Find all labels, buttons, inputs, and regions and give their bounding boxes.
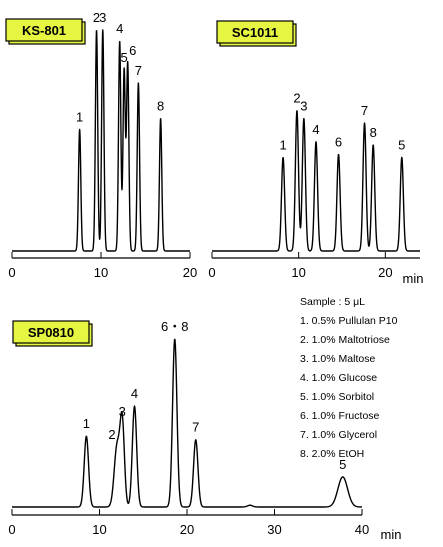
legend-item: 1. 0.5% Pullulan P10 — [300, 315, 398, 327]
x-tick-label: 0 — [8, 265, 15, 280]
x-tick-label: 20 — [180, 522, 194, 537]
legend-item: 3. 1.0% Maltose — [300, 353, 375, 365]
peak-label: 1 — [279, 137, 286, 152]
peak-label: 4 — [312, 122, 319, 137]
panel-sc1011: SC1011 0 10 20 1 234 6 78 5 min — [208, 20, 424, 286]
x-tick-label: 0 — [208, 265, 215, 280]
x-tick-label: 10 — [291, 265, 305, 280]
peak-label: 1 — [83, 416, 90, 431]
x-tick-label: 40 — [355, 522, 369, 537]
chromatogram-line-sc1011 — [211, 110, 421, 252]
legend-item: 5. 1.0% Sorbitol — [300, 391, 374, 403]
peak-labels-sp0810: 1 234 6・8 7 5 — [83, 319, 347, 472]
x-tick-label: 20 — [183, 265, 197, 280]
peak-label: 1 — [76, 109, 83, 124]
legend-item: 4. 1.0% Glucose — [300, 372, 377, 384]
column-label-sp0810-text: SP0810 — [28, 325, 74, 340]
legend-item: 8. 2.0% EtOH — [300, 448, 364, 460]
column-label-sc1011-text: SC1011 — [232, 25, 278, 40]
legend-item: 7. 1.0% Glycerol — [300, 429, 377, 441]
sample-legend: Sample : 5 μL 1. 0.5% Pullulan P10 2. 1.0… — [300, 296, 398, 460]
peak-label: 2 — [93, 10, 100, 25]
peak-labels-sc1011: 1 234 6 78 5 — [279, 91, 405, 153]
x-tick-label: 0 — [8, 522, 15, 537]
peak-label: 3 — [119, 404, 126, 419]
peak-label: 3 — [300, 98, 307, 113]
peak-labels-ks801: 1 234 5 6 7 8 — [76, 10, 164, 124]
legend-item: 6. 1.0% Fructose — [300, 410, 380, 422]
peak-label: 5 — [398, 137, 405, 152]
peak-label: 6 — [129, 43, 136, 58]
x-tick-label: 10 — [92, 522, 106, 537]
peak-label: 4 — [131, 386, 138, 401]
peak-label: 4 — [116, 21, 123, 36]
panel-sp0810: SP0810 0 10 20 30 40 1 234 6・8 7 5 min — [8, 319, 401, 542]
panel-ks801: KS-801 0 10 20 1 234 5 6 7 8 — [5, 10, 197, 280]
x-unit-sc1011: min — [403, 271, 424, 286]
legend-items: 1. 0.5% Pullulan P10 2. 1.0% Maltotriose 3… — [300, 315, 398, 460]
column-label-ks801: KS-801 — [5, 18, 86, 45]
legend-title: Sample : 5 μL — [300, 296, 365, 308]
x-unit-sp0810: min — [381, 527, 402, 542]
peak-label: 6・8 — [161, 319, 188, 334]
peak-label: 2 — [293, 91, 300, 106]
trace-ks801 — [11, 29, 191, 252]
trace-sc1011 — [211, 110, 421, 252]
chromatogram-line-sp0810 — [11, 338, 363, 508]
peak-label: 5 — [339, 457, 346, 472]
x-tick-label: 20 — [378, 265, 392, 280]
peak-label: 2 — [108, 427, 115, 442]
column-label-ks801-text: KS-801 — [22, 23, 66, 38]
peak-label: 7 — [361, 103, 368, 118]
chromatogram-line-ks801 — [11, 29, 191, 252]
peak-label: 8 — [370, 125, 377, 140]
x-tick-label: 10 — [94, 265, 108, 280]
peak-label: 7 — [192, 420, 199, 435]
trace-sp0810 — [11, 338, 363, 508]
peak-label: 8 — [157, 98, 164, 113]
ticks-sp0810: 0 10 20 30 40 — [8, 509, 369, 537]
peak-label: 3 — [99, 10, 106, 25]
ticks-ks801: 0 10 20 — [8, 252, 197, 280]
peak-label: 7 — [135, 63, 142, 78]
ticks-sc1011: 0 10 20 — [208, 252, 393, 280]
peak-label: 5 — [121, 50, 128, 65]
x-tick-label: 30 — [267, 522, 281, 537]
peak-label: 6 — [335, 134, 342, 149]
legend-item: 2. 1.0% Maltotriose — [300, 334, 390, 346]
column-label-sp0810: SP0810 — [12, 320, 93, 347]
column-label-sc1011: SC1011 — [216, 20, 297, 47]
